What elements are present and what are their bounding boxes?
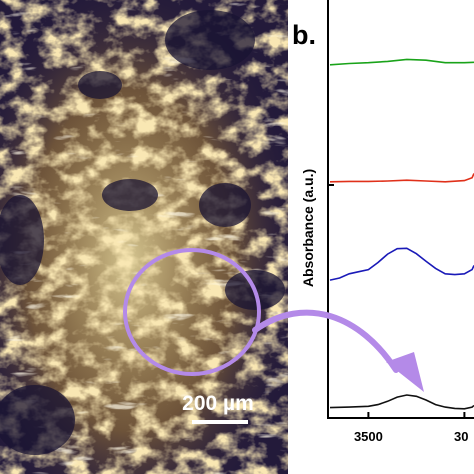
y-axis-title: Absorbance (a.u.) bbox=[300, 169, 316, 287]
scale-bar-label: 200 µm bbox=[182, 392, 254, 415]
spectrum-series-3 bbox=[329, 247, 474, 281]
highlight-circle bbox=[123, 248, 261, 376]
spectrum-series-2 bbox=[329, 173, 474, 183]
plot-frame bbox=[327, 0, 474, 419]
spectrum-series-4 bbox=[329, 394, 474, 410]
micrograph-image bbox=[0, 0, 288, 474]
x-tick-layer: 3500 30 bbox=[354, 412, 468, 444]
x-tick-label: 3500 bbox=[354, 429, 383, 444]
spectrum-series-1 bbox=[329, 58, 474, 66]
panel-b-label: b. bbox=[292, 20, 316, 50]
spectra-panel-background bbox=[288, 0, 474, 474]
annotation-arrow-head bbox=[386, 352, 424, 392]
x-tick-label: 30 bbox=[454, 429, 468, 444]
annotation-arrow-shaft bbox=[252, 309, 399, 373]
series-layer bbox=[329, 58, 474, 410]
